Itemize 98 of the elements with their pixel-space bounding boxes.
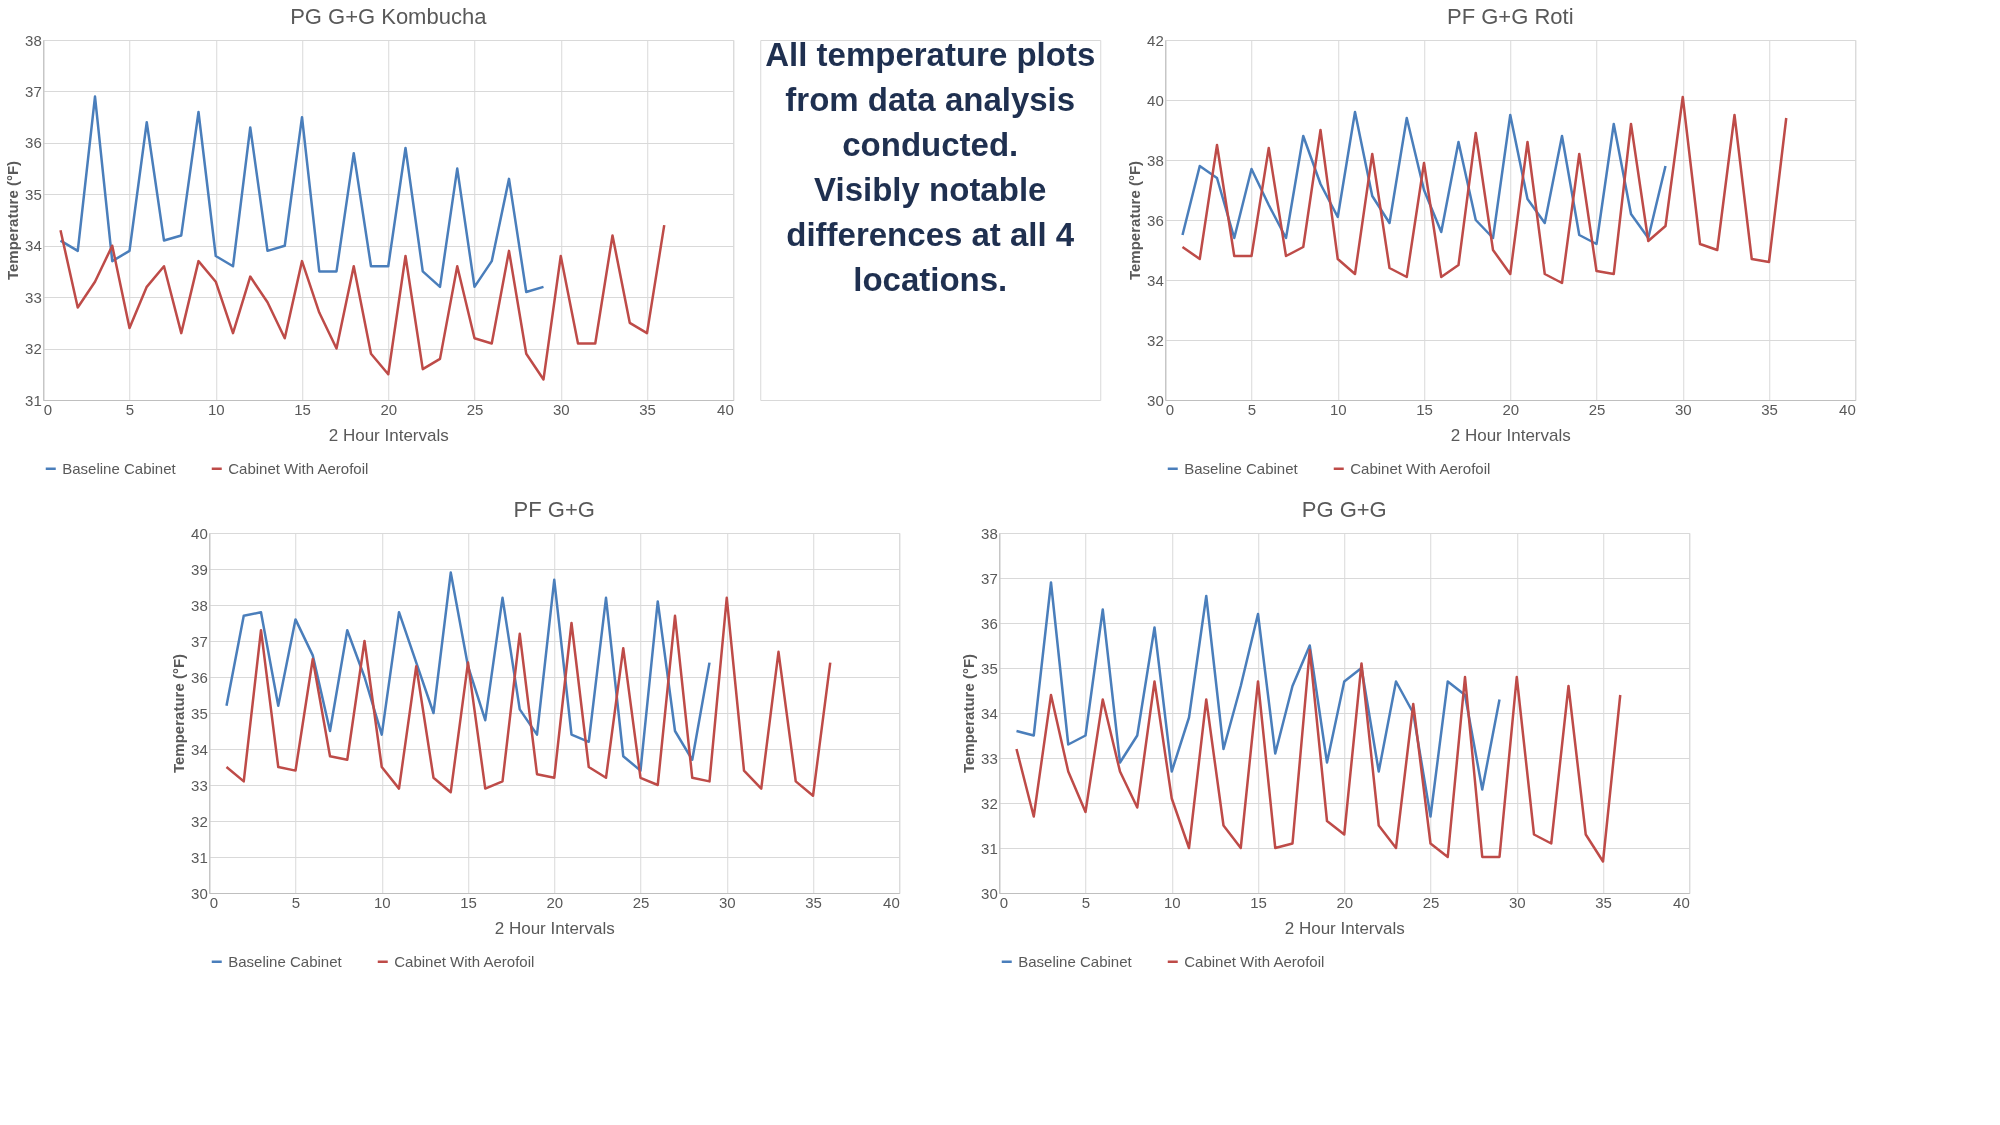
x-tick-label: 25: [632, 893, 650, 911]
y-tick-label: 32: [981, 794, 998, 812]
y-axis-title: Temperature (°F): [1126, 160, 1144, 281]
y-tick-label: 37: [191, 632, 208, 650]
y-tick-label: 34: [25, 237, 42, 255]
y-tick-label: 38: [1147, 151, 1164, 169]
line-series: [225, 571, 711, 772]
y-tick-label: 32: [1147, 331, 1164, 349]
legend-label: Cabinet With Aerofoil: [228, 459, 369, 477]
y-tick-label: 38: [25, 31, 42, 49]
x-tick-label: 20: [1502, 400, 1520, 418]
y-tick-label: 34: [981, 704, 998, 722]
line-series: [1015, 581, 1501, 818]
y-tick-label: 31: [191, 848, 208, 866]
text: All temperature plots from data analysis conducted.: [765, 36, 1096, 163]
y-tick-label: 39: [191, 560, 208, 578]
x-tick-label: 15: [1416, 400, 1433, 418]
x-axis-title: 2 Hour Intervals: [494, 918, 615, 938]
y-tick-label: 32: [25, 340, 42, 358]
x-tick-label: 0: [209, 893, 219, 911]
text: Visibly notable differences at all 4 locations.: [786, 171, 1075, 298]
chart-title: PF G+G Roti: [1446, 4, 1574, 29]
y-tick-label: 37: [25, 82, 42, 100]
y-tick-label: 36: [25, 134, 42, 152]
y-tick-label: 36: [191, 668, 208, 686]
x-axis-title: 2 Hour Intervals: [328, 425, 449, 445]
x-tick-label: 10: [373, 893, 391, 911]
x-tick-label: 35: [1761, 400, 1778, 418]
legend-label: Cabinet With Aerofoil: [1350, 459, 1491, 477]
y-tick-label: 32: [191, 812, 208, 830]
line-series: [59, 223, 666, 381]
y-tick-label: 42: [1147, 31, 1164, 49]
chart-title: PF G+G: [513, 497, 595, 522]
y-tick-label: 33: [981, 749, 998, 767]
x-tick-label: 40: [883, 893, 900, 911]
y-tick-label: 35: [25, 185, 42, 203]
x-tick-label: 5: [125, 400, 135, 418]
line-series: [1181, 110, 1667, 246]
legend-label: Baseline Cabinet: [62, 459, 177, 477]
y-tick-label: 33: [25, 288, 42, 306]
x-tick-label: 20: [546, 893, 564, 911]
y-axis-title: Temperature (°F): [170, 653, 188, 774]
x-tick-label: 25: [1422, 893, 1440, 911]
x-tick-label: 25: [466, 400, 484, 418]
y-tick-label: 40: [191, 524, 208, 542]
line-series: [225, 596, 832, 798]
legend-label: Baseline Cabinet: [1184, 459, 1299, 477]
x-tick-label: 20: [1336, 893, 1354, 911]
x-tick-label: 25: [1588, 400, 1606, 418]
y-axis-title: Temperature (°F): [960, 653, 978, 774]
y-tick-label: 31: [25, 391, 42, 409]
line-series: [1181, 95, 1788, 285]
x-tick-label: 15: [460, 893, 477, 911]
y-tick-label: 37: [981, 569, 998, 587]
x-tick-label: 30: [718, 893, 736, 911]
x-tick-label: 40: [717, 400, 734, 418]
chart-title: PG G+G: [1301, 497, 1387, 522]
legend-label: Baseline Cabinet: [1018, 952, 1133, 970]
legend-label: Cabinet With Aerofoil: [1184, 952, 1325, 970]
y-axis-title: Temperature (°F): [4, 160, 22, 281]
line-series: [59, 95, 545, 294]
legend-label: Cabinet With Aerofoil: [394, 952, 535, 970]
y-tick-label: 34: [1147, 271, 1164, 289]
legend-label: Baseline Cabinet: [228, 952, 343, 970]
x-axis-title: 2 Hour Intervals: [1450, 425, 1571, 445]
x-tick-label: 35: [639, 400, 656, 418]
x-tick-label: 35: [805, 893, 822, 911]
y-tick-label: 40: [1147, 91, 1164, 109]
x-tick-label: 10: [1329, 400, 1347, 418]
x-tick-label: 15: [294, 400, 311, 418]
x-axis-title: 2 Hour Intervals: [1284, 918, 1405, 938]
y-tick-label: 31: [981, 839, 998, 857]
line-series: [1015, 648, 1622, 863]
x-tick-label: 30: [1508, 893, 1526, 911]
y-tick-label: 34: [191, 740, 208, 758]
x-tick-label: 20: [380, 400, 398, 418]
x-tick-label: 15: [1250, 893, 1267, 911]
y-tick-label: 33: [191, 776, 208, 794]
x-tick-label: 30: [552, 400, 570, 418]
x-tick-label: 40: [1673, 893, 1690, 911]
y-tick-label: 36: [1147, 211, 1164, 229]
y-tick-label: 38: [981, 524, 998, 542]
x-tick-label: 10: [207, 400, 225, 418]
chart-title: PG G+G Kombucha: [290, 4, 488, 29]
x-tick-label: 40: [1839, 400, 1856, 418]
x-tick-label: 35: [1595, 893, 1612, 911]
y-tick-label: 35: [191, 704, 208, 722]
x-tick-label: 5: [1247, 400, 1257, 418]
y-tick-label: 36: [981, 614, 998, 632]
x-tick-label: 5: [291, 893, 301, 911]
x-tick-label: 0: [999, 893, 1009, 911]
x-tick-label: 0: [1165, 400, 1175, 418]
x-tick-label: 5: [1081, 893, 1091, 911]
y-tick-label: 38: [191, 596, 208, 614]
x-tick-label: 0: [43, 400, 53, 418]
x-tick-label: 10: [1163, 893, 1181, 911]
x-tick-label: 30: [1674, 400, 1692, 418]
y-tick-label: 35: [981, 659, 998, 677]
